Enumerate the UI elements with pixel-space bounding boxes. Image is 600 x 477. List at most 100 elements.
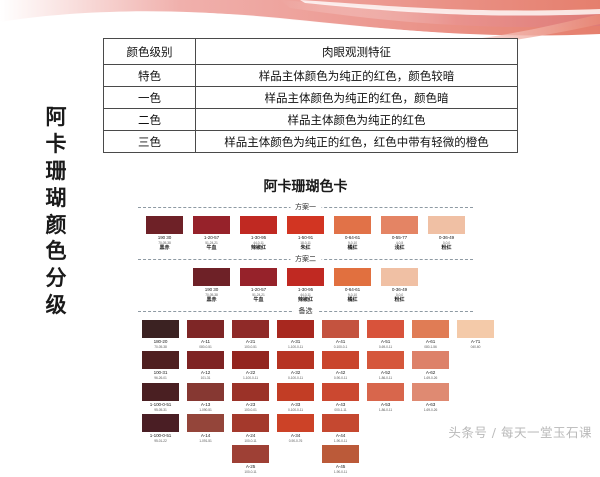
swatch-chip[interactable] (457, 319, 494, 338)
swatch-subcode: 4-0-5 (395, 241, 404, 245)
swatch-chip[interactable] (322, 382, 359, 401)
swatch-chip[interactable] (412, 351, 449, 370)
color-swatch[interactable]: A-42 0-90-0-11 (322, 351, 359, 380)
color-swatch[interactable]: 0-64-61 9-0-10 橘红 (334, 267, 371, 304)
color-swatch[interactable]: A-43 000-1-11 (322, 382, 359, 412)
color-swatch[interactable]: A-12 101-31 (187, 351, 224, 380)
color-swatch[interactable]: A-32 0-100-0-11 (277, 351, 314, 380)
swatch-chip[interactable] (367, 351, 404, 370)
color-swatch[interactable]: A-22 1-100-0-11 (232, 351, 269, 380)
swatch-chip[interactable] (193, 267, 230, 286)
watermark: 头条号 / 每天一堂玉石课 (448, 425, 592, 440)
swatch-chip[interactable] (232, 445, 269, 464)
color-swatch[interactable]: A-62 1-69-0-26 (412, 351, 449, 380)
swatch-chip[interactable] (334, 267, 371, 286)
swatch-chip[interactable] (240, 267, 277, 286)
swatch-subcode: 0-100-0-1 (333, 344, 348, 349)
color-swatch[interactable]: 1-20-57 51-24-21 牛血 (193, 216, 230, 252)
color-swatch[interactable]: 0-36-49 0-0-0 粉红 (381, 267, 418, 304)
grade-cell: 二色 (103, 108, 196, 131)
color-swatch[interactable]: 1-100-0-51 95-01-22 (142, 414, 179, 443)
color-swatch[interactable]: A-34 0-90-0-76 (277, 414, 314, 443)
swatch-chip[interactable] (428, 216, 465, 234)
swatch-chip[interactable] (142, 319, 179, 338)
color-swatch[interactable]: A-33 0-100-0-11 (277, 382, 314, 412)
color-swatch[interactable]: 190 30 70-05-38 黑赤 (193, 267, 230, 304)
color-swatch[interactable]: 1-30-95 44-0-11 辣椒红 (287, 267, 324, 304)
swatch-chip[interactable] (232, 319, 269, 338)
color-swatch[interactable]: A-51 0-69-0-11 (367, 319, 404, 349)
swatch-chip[interactable] (334, 216, 371, 234)
swatch-chip[interactable] (322, 351, 359, 370)
color-swatch[interactable]: A-71 040-60 (457, 319, 494, 349)
swatch-chip[interactable] (232, 351, 269, 370)
divider-label: 方案一 (290, 202, 321, 213)
color-swatch[interactable]: A-31 1-100-0-11 (277, 319, 314, 349)
color-swatch[interactable]: 1-100-0-51 95-05-31 (142, 382, 179, 412)
color-swatch[interactable]: 1-20-57 51-24-21 牛血 (240, 267, 277, 304)
swatch-chip[interactable] (381, 267, 418, 286)
swatch-chip[interactable] (381, 216, 418, 234)
swatch-chip[interactable] (146, 216, 183, 234)
color-swatch[interactable]: A-52 1-86-0-11 (367, 351, 404, 380)
swatch-chip[interactable] (277, 414, 314, 433)
title-char: 分 (45, 265, 67, 291)
swatch-subcode: 0-100-0-11 (288, 376, 303, 381)
swatch-code: A-11 (201, 338, 210, 344)
color-swatch[interactable]: 1-50-91 18-0-11 朱红 (287, 216, 324, 252)
swatch-chip[interactable] (367, 319, 404, 338)
color-swatch[interactable]: A-53 1-86-0-11 (367, 382, 404, 412)
swatch-chip[interactable] (142, 351, 179, 370)
color-swatch[interactable]: A-41 0-100-0-1 (322, 319, 359, 349)
swatch-chip[interactable] (187, 414, 224, 433)
color-swatch[interactable]: A-44 1-90-0-11 (322, 414, 359, 443)
swatch-chip[interactable] (367, 382, 404, 401)
swatch-chip[interactable] (412, 382, 449, 401)
swatch-code: A-52 (380, 370, 391, 376)
swatch-chip[interactable] (232, 414, 269, 433)
swatch-chip[interactable] (142, 414, 179, 433)
swatch-chip[interactable] (277, 382, 314, 401)
swatch-chip[interactable] (232, 382, 269, 401)
swatch-row-scheme-two: 190 30 70-05-38 黑赤 1-20-57 51-24-21 牛血 1-30-95… (138, 267, 473, 304)
color-swatch[interactable]: A-14 1-091-51 (187, 414, 224, 443)
swatch-grid-row: A-25 100-0-11 A-45 1-90-0-11 (138, 445, 473, 474)
swatch-chip[interactable] (187, 351, 224, 370)
grade-cell: 一色 (103, 86, 196, 109)
color-swatch[interactable]: A-24 100-0-11 (232, 414, 269, 443)
swatch-code: 1-100-0-51 (149, 433, 172, 439)
color-swatch[interactable]: A-61 080-1-56 (412, 319, 449, 349)
color-swatch[interactable]: A-23 100-0-01 (232, 382, 269, 412)
swatch-chip[interactable] (322, 319, 359, 338)
swatch-chip[interactable] (287, 216, 324, 234)
swatch-chip[interactable] (142, 382, 179, 401)
color-swatch[interactable]: 0-55-77 4-0-5 浅红 (381, 216, 418, 252)
color-swatch[interactable]: A-21 100-0-51 (232, 319, 269, 349)
color-swatch[interactable]: A-13 1-090-51 (187, 382, 224, 412)
color-swatch[interactable]: A-11 080-0-51 (187, 319, 224, 349)
color-swatch[interactable]: A-63 1-69-0-26 (412, 382, 449, 412)
swatch-chip[interactable] (277, 351, 314, 370)
swatch-chip[interactable] (193, 216, 230, 234)
feature-cell: 样品主体颜色为纯正的红色，红色中带有轻微的橙色 (195, 130, 518, 153)
color-swatch[interactable]: A-45 1-90-0-11 (322, 445, 359, 474)
swatch-chip[interactable] (322, 414, 359, 433)
swatch-chip[interactable] (287, 267, 324, 286)
color-swatch[interactable]: 0-36-49 0-0-0 粉红 (428, 216, 465, 252)
swatch-code: A-63 (425, 401, 436, 407)
swatch-subcode: 101-31 (200, 376, 211, 381)
swatch-name: 浅红 (394, 245, 405, 252)
color-swatch[interactable]: 0-64-61 9-0-10 橘红 (334, 216, 371, 252)
swatch-chip[interactable] (412, 319, 449, 338)
swatch-chip[interactable] (187, 319, 224, 338)
color-swatch[interactable]: 180-20 70-05-38 (142, 319, 179, 349)
swatch-chip[interactable] (240, 216, 277, 234)
swatch-chip[interactable] (187, 382, 224, 401)
color-swatch[interactable]: 190 30 70-05-38 黑赤 (146, 216, 183, 252)
swatch-chip[interactable] (322, 445, 359, 464)
color-swatch[interactable]: 1-30-95 44-0-11 辣椒红 (240, 216, 277, 252)
swatch-subcode: 080-0-51 (199, 344, 212, 349)
color-swatch[interactable]: A-25 100-0-11 (232, 445, 269, 474)
swatch-chip[interactable] (277, 319, 314, 338)
color-swatch[interactable]: 100-31 96-26-01 (142, 351, 179, 380)
